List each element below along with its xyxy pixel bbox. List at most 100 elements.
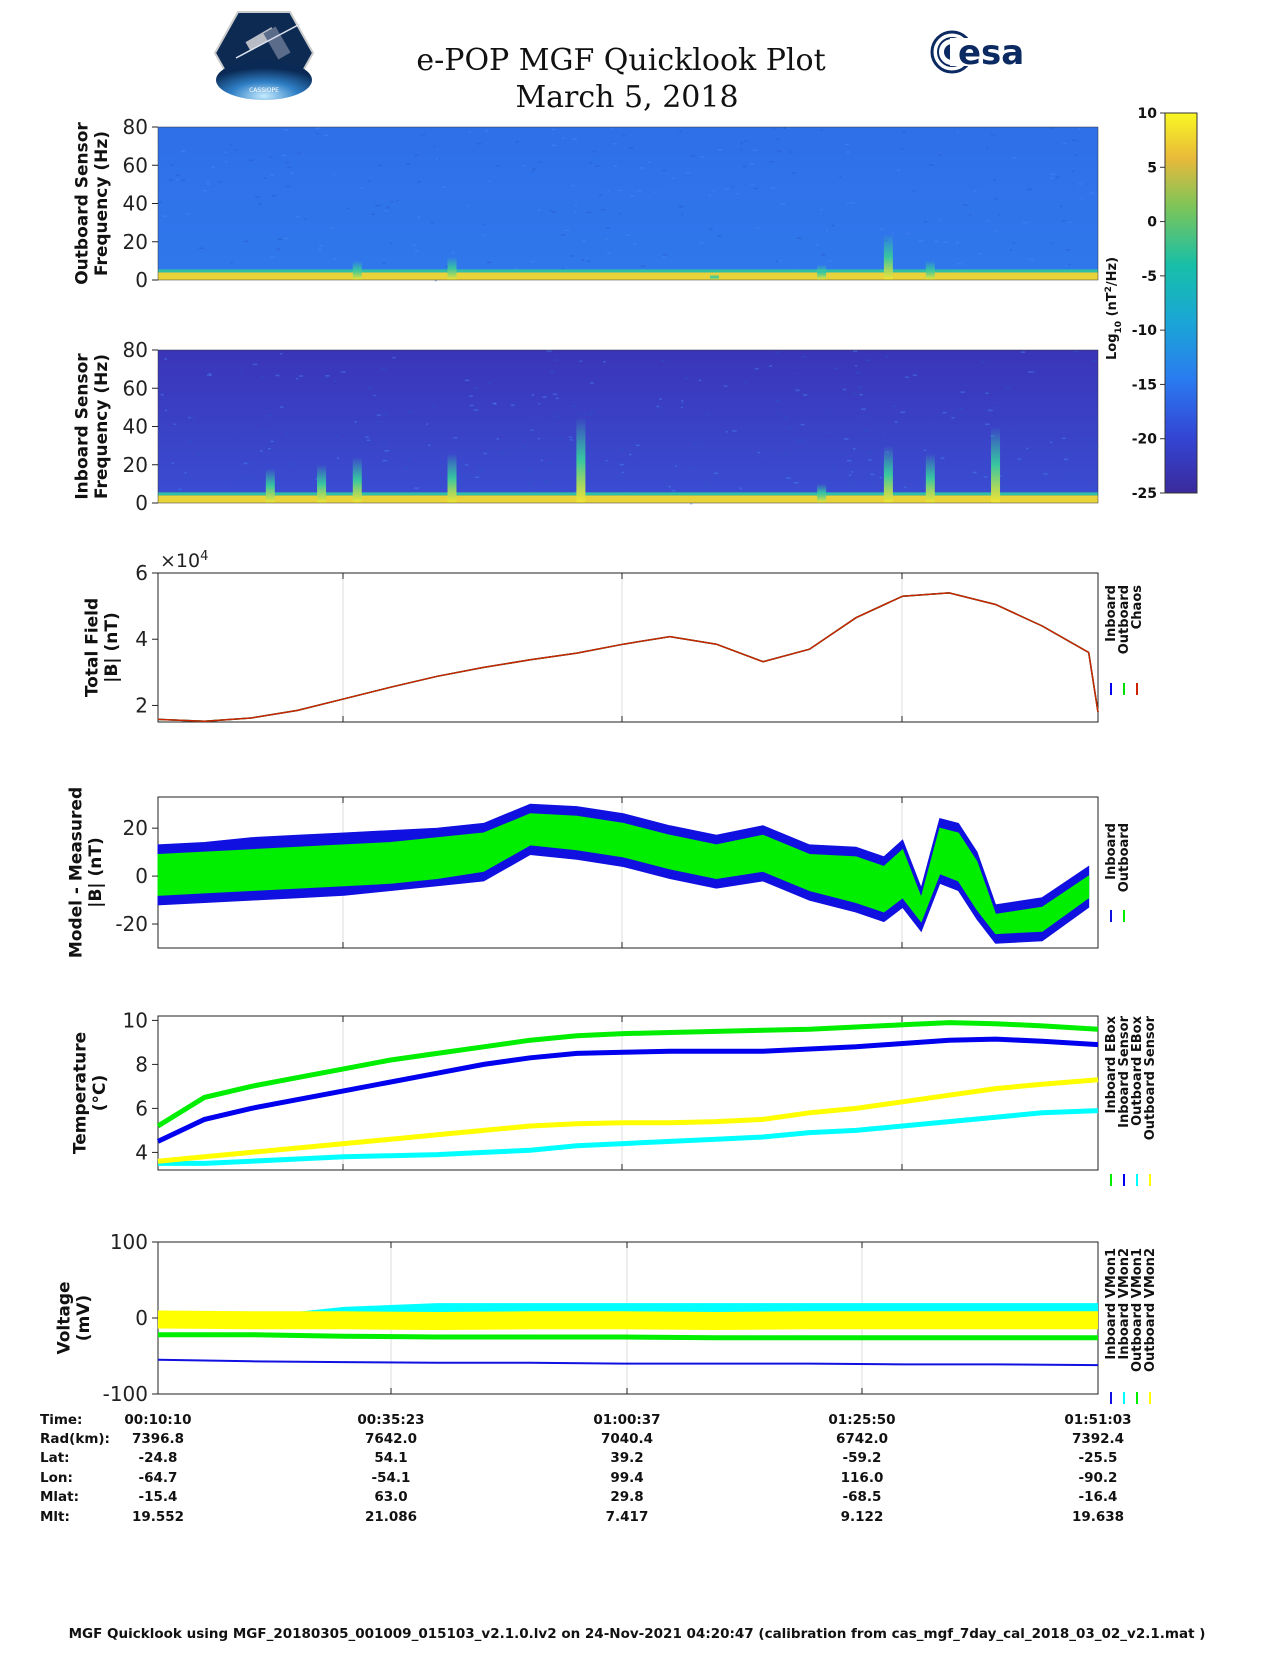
colorbar-tick-label: -15 bbox=[1132, 377, 1157, 393]
low-frequency-band-edge bbox=[158, 492, 1098, 496]
spectrogram-noise bbox=[1029, 258, 1034, 261]
spectrogram-noise bbox=[783, 127, 787, 129]
spectrogram-noise bbox=[324, 377, 328, 379]
spectrogram-noise bbox=[1059, 205, 1063, 208]
spectrogram-noise bbox=[434, 279, 437, 282]
spectrogram-noise bbox=[844, 143, 850, 146]
spectrogram-noise bbox=[825, 431, 829, 434]
spectrogram-noise bbox=[1095, 445, 1099, 448]
spectrogram-noise bbox=[164, 409, 168, 412]
spectrogram-noise bbox=[637, 190, 642, 192]
spectrogram-noise bbox=[684, 377, 690, 380]
spectrogram-noise bbox=[885, 356, 889, 358]
spectrogram-noise bbox=[1049, 441, 1053, 444]
spectrogram-noise bbox=[1003, 472, 1007, 474]
spectrogram-noise bbox=[1072, 139, 1077, 142]
spectrogram-noise bbox=[786, 477, 791, 479]
low-frequency-band bbox=[158, 495, 1098, 503]
spectrogram-noise bbox=[821, 253, 826, 256]
spectrogram-noise bbox=[482, 234, 487, 237]
spectrogram-noise bbox=[240, 372, 244, 374]
spectrogram-noise bbox=[725, 430, 729, 433]
spectrogram-noise bbox=[468, 131, 471, 133]
spectrogram-noise bbox=[991, 134, 996, 136]
spectrogram-noise bbox=[625, 234, 631, 237]
spectrogram-noise bbox=[998, 213, 1001, 216]
series-line bbox=[157, 592, 1099, 723]
spectrogram-noise bbox=[582, 413, 586, 415]
series-line bbox=[156, 1036, 1099, 1144]
spectrogram-noise bbox=[496, 165, 500, 167]
spectrogram-noise bbox=[723, 385, 728, 387]
spectrogram-noise bbox=[279, 352, 283, 355]
spectrogram-noise bbox=[367, 180, 371, 183]
ephemeris-cell: -59.2 bbox=[843, 1450, 882, 1466]
spectrogram-noise bbox=[269, 156, 273, 158]
spectrogram-noise bbox=[433, 145, 436, 148]
spectrogram-noise bbox=[1073, 351, 1078, 353]
spectrogram-noise bbox=[797, 439, 803, 442]
y-tick-label: 20 bbox=[123, 230, 148, 254]
spectrogram-noise bbox=[842, 388, 847, 391]
spectrogram-noise bbox=[613, 142, 617, 145]
spectrogram-noise bbox=[918, 240, 924, 242]
spectrogram-noise bbox=[912, 374, 917, 376]
legend-label: Outboard VMon1 bbox=[1130, 1248, 1145, 1372]
spectrogram-noise bbox=[879, 228, 884, 230]
spectrogram-noise bbox=[1051, 242, 1054, 245]
ephemeris-cell: 54.1 bbox=[374, 1450, 407, 1466]
spectrogram-noise bbox=[229, 143, 233, 146]
spectrogram-noise bbox=[1009, 249, 1013, 252]
spectrogram-noise bbox=[846, 459, 852, 462]
spectrogram-noise bbox=[689, 502, 693, 505]
ephemeris-cell: -64.7 bbox=[139, 1470, 178, 1486]
spectrogram-noise bbox=[224, 151, 227, 154]
spectrogram-noise bbox=[283, 128, 288, 131]
spectrogram-noise bbox=[208, 466, 211, 468]
spectrogram-noise bbox=[630, 194, 635, 197]
spectrogram-noise bbox=[483, 452, 488, 455]
spectrogram-noise bbox=[420, 134, 426, 136]
spectrogram-noise bbox=[740, 148, 743, 151]
spectrogram-noise bbox=[569, 436, 572, 438]
spectrogram-noise bbox=[378, 164, 382, 167]
y-axis-label: Model - Measured|B| (nT) bbox=[66, 787, 106, 958]
spectrogram-noise bbox=[530, 489, 535, 491]
spectrogram-noise bbox=[285, 185, 291, 188]
spectrogram-noise bbox=[852, 350, 858, 352]
spectrogram-noise bbox=[493, 403, 497, 405]
spectrogram-noise bbox=[661, 360, 665, 362]
spectrogram-noise bbox=[283, 237, 288, 240]
legend-label: Inboard VMon2 bbox=[1117, 1248, 1132, 1360]
legend-label: Chaos bbox=[1130, 585, 1145, 629]
spectrogram-noise bbox=[985, 423, 990, 426]
spectrogram-noise bbox=[879, 476, 882, 479]
spectrogram-noise bbox=[282, 154, 287, 157]
spectrogram-noise bbox=[485, 129, 489, 132]
spectrogram-noise bbox=[580, 259, 585, 261]
spectrogram-noise bbox=[184, 472, 187, 474]
spectrogram-noise bbox=[853, 448, 856, 450]
spectrogram-burst bbox=[265, 468, 275, 503]
spectrogram-noise bbox=[972, 471, 977, 474]
spectrogram-noise bbox=[780, 203, 786, 205]
spectrogram-noise bbox=[864, 430, 869, 432]
spectrogram-noise bbox=[354, 421, 357, 423]
spectrogram-noise bbox=[574, 204, 577, 206]
spectrogram-noise bbox=[639, 167, 645, 169]
plot-frame bbox=[157, 1015, 1099, 1171]
spectrogram-noise bbox=[595, 165, 600, 167]
spectrogram-noise bbox=[870, 473, 875, 476]
spectrogram-noise bbox=[537, 437, 540, 440]
spectrogram-noise bbox=[515, 140, 519, 143]
spectrogram-noise bbox=[960, 391, 965, 393]
spectrogram-noise bbox=[605, 237, 608, 240]
y-axis-label: Outboard SensorFrequency (Hz) bbox=[72, 122, 112, 285]
spectrogram-noise bbox=[938, 218, 942, 221]
inboard-spectrogram-panel: 0 20 40 60 80 Inboard SensorFrequency (Hz) bbox=[72, 338, 1099, 515]
spectrogram-noise bbox=[865, 437, 869, 439]
spectrogram-noise bbox=[846, 202, 850, 204]
spectrogram-noise bbox=[315, 127, 320, 129]
spectrogram-noise bbox=[862, 415, 866, 418]
